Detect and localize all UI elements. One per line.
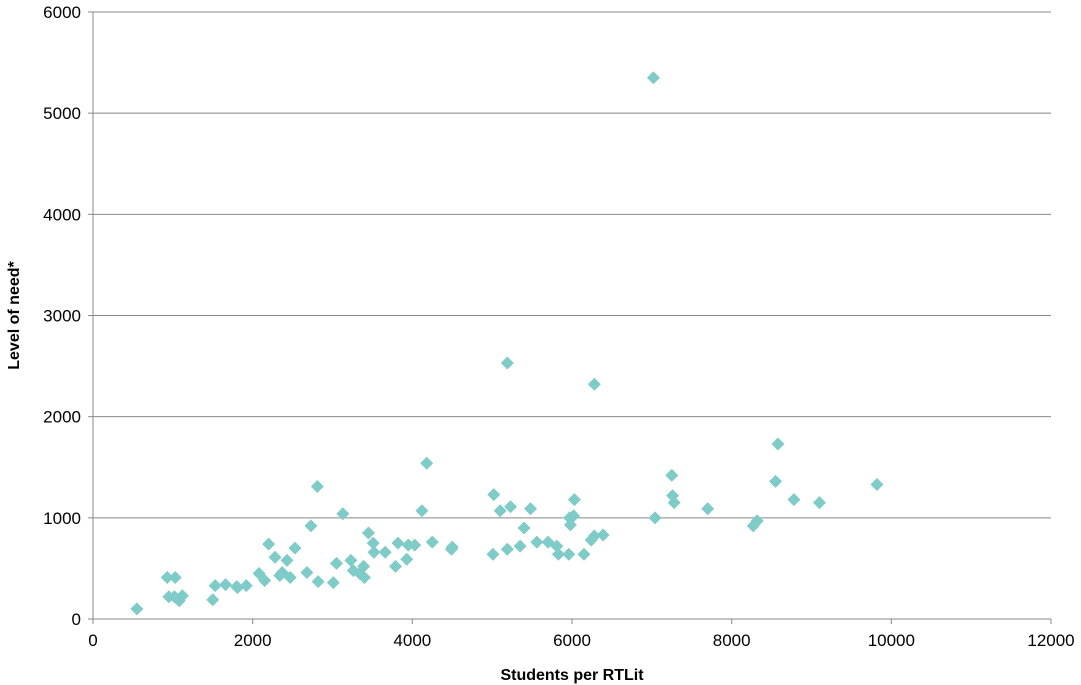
data-point bbox=[701, 502, 715, 516]
data-point bbox=[500, 542, 514, 556]
data-point bbox=[300, 565, 314, 579]
data-point bbox=[665, 468, 679, 482]
data-point bbox=[445, 540, 459, 554]
data-point bbox=[239, 579, 253, 593]
y-axis-ticks: 0 1000 2000 3000 4000 5000 6000 bbox=[43, 3, 93, 629]
data-point bbox=[329, 556, 343, 570]
data-point bbox=[787, 493, 801, 507]
data-point bbox=[391, 536, 405, 550]
data-point bbox=[493, 504, 507, 518]
y-tick-label: 3000 bbox=[43, 307, 81, 326]
data-point bbox=[486, 547, 500, 561]
data-point bbox=[130, 602, 144, 616]
data-point bbox=[357, 571, 371, 585]
x-axis-ticks: 0 2000 4000 6000 8000 10000 12000 bbox=[88, 619, 1075, 650]
data-point bbox=[648, 511, 662, 525]
data-point bbox=[504, 500, 518, 514]
x-axis-title: Students per RTLit bbox=[500, 667, 644, 684]
data-point bbox=[288, 541, 302, 555]
data-point bbox=[258, 574, 272, 588]
data-point bbox=[344, 553, 358, 567]
data-point bbox=[530, 535, 544, 549]
data-point bbox=[219, 578, 233, 592]
data-point bbox=[336, 507, 350, 521]
data-point bbox=[160, 571, 174, 585]
data-point bbox=[523, 502, 537, 516]
y-tick-label: 2000 bbox=[43, 408, 81, 427]
data-point bbox=[361, 526, 375, 540]
gridlines bbox=[93, 11, 1051, 519]
x-tick-label: 8000 bbox=[713, 631, 751, 650]
y-tick-label: 0 bbox=[72, 610, 81, 629]
data-point bbox=[168, 571, 182, 585]
data-point bbox=[771, 437, 785, 451]
data-point bbox=[367, 545, 381, 559]
data-point bbox=[646, 71, 660, 85]
data-point bbox=[487, 488, 501, 502]
data-point bbox=[587, 377, 601, 391]
data-point bbox=[304, 519, 318, 533]
y-tick-label: 1000 bbox=[43, 509, 81, 528]
data-point bbox=[206, 593, 220, 607]
data-point bbox=[275, 565, 289, 579]
x-tick-label: 2000 bbox=[234, 631, 272, 650]
x-tick-label: 4000 bbox=[393, 631, 431, 650]
data-point bbox=[175, 589, 189, 603]
data-point bbox=[596, 528, 610, 542]
data-point bbox=[577, 547, 591, 561]
data-point bbox=[812, 496, 826, 510]
data-point bbox=[769, 474, 783, 488]
data-point bbox=[208, 579, 222, 593]
data-point bbox=[667, 496, 681, 510]
data-points bbox=[130, 71, 884, 616]
x-tick-label: 6000 bbox=[553, 631, 591, 650]
data-point bbox=[268, 550, 282, 564]
data-point bbox=[262, 537, 276, 551]
data-point bbox=[357, 559, 371, 573]
data-point bbox=[280, 553, 294, 567]
x-tick-label: 10000 bbox=[868, 631, 915, 650]
data-point bbox=[310, 479, 324, 493]
x-tick-label: 0 bbox=[88, 631, 97, 650]
data-point bbox=[870, 477, 884, 491]
data-point bbox=[408, 538, 422, 552]
data-point bbox=[378, 545, 392, 559]
data-point bbox=[750, 514, 764, 528]
data-point bbox=[425, 535, 439, 549]
data-point bbox=[513, 539, 527, 553]
data-point bbox=[400, 552, 414, 566]
data-point bbox=[587, 529, 601, 543]
data-point bbox=[230, 581, 244, 595]
data-point bbox=[420, 456, 434, 470]
data-point bbox=[500, 356, 514, 370]
data-point bbox=[389, 559, 403, 573]
data-point bbox=[567, 509, 581, 523]
y-tick-label: 6000 bbox=[43, 3, 81, 22]
data-point bbox=[567, 493, 581, 507]
data-point bbox=[551, 547, 565, 561]
data-point bbox=[283, 571, 297, 585]
data-point bbox=[562, 547, 576, 561]
y-tick-label: 5000 bbox=[43, 104, 81, 123]
data-point bbox=[366, 536, 380, 550]
y-axis-title: Level of need* bbox=[6, 260, 23, 369]
x-tick-label: 12000 bbox=[1027, 631, 1074, 650]
data-point bbox=[517, 521, 531, 535]
data-point bbox=[415, 504, 429, 518]
data-point bbox=[311, 575, 325, 589]
data-point bbox=[326, 576, 340, 590]
y-tick-label: 4000 bbox=[43, 205, 81, 224]
